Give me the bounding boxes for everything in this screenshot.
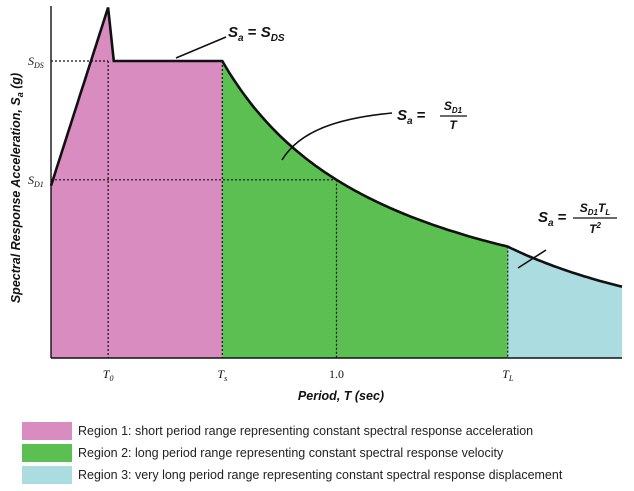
eq2-equals: = — [413, 107, 426, 124]
legend-swatch-region-1 — [22, 422, 72, 440]
y-axis-title-sub: a — [15, 92, 25, 97]
eq3-denominator: T2 — [589, 221, 601, 236]
eq3-lhs-main: S — [538, 209, 548, 226]
x-tick-Ts: Ts — [217, 367, 227, 383]
legend-label-region-2: Region 2: long period range representing… — [78, 446, 504, 460]
axes — [50, 6, 622, 359]
eq1-lhs-sub: a — [238, 33, 244, 44]
eq3-num-main: S — [580, 201, 588, 215]
eq3-lhs: Sa = — [538, 209, 567, 229]
spectrum-curve — [49, 7, 623, 288]
eq3-numerator: SD1TL — [580, 201, 611, 217]
eq2-num-main: S — [444, 99, 452, 113]
eq2-numerator: SD1 — [444, 99, 463, 115]
eq1-leader — [175, 36, 227, 59]
eq3-den-sup: 2 — [595, 221, 601, 230]
eq3-leader — [517, 249, 547, 269]
y-axis-title-main: Spectral Response Acceleration, S — [9, 97, 23, 304]
equation-3: Sa = SD1TL T2 — [538, 201, 617, 236]
x-axis-title: Period, T (sec) — [298, 389, 384, 403]
eq2-lhs: Sa = — [397, 107, 426, 127]
legend: Region 1: short period range representin… — [22, 420, 612, 486]
eq1-rhs-sub: DS — [271, 33, 285, 44]
y-tick-labels: SDS SD1 — [28, 54, 44, 189]
region-2-area — [222, 61, 508, 358]
eq2-num-sub: D1 — [452, 106, 463, 115]
eq2-lhs-sub: a — [407, 116, 413, 127]
region-3-area — [507, 246, 622, 358]
eq1-equals: = — [244, 24, 261, 41]
eq3-num-sub: D1 — [588, 208, 599, 217]
y-tick-SDS: SDS — [28, 54, 44, 70]
regions-layer — [51, 7, 622, 358]
eq3-equals: = — [554, 209, 567, 226]
legend-item-region-2: Region 2: long period range representing… — [22, 442, 612, 464]
legend-swatch-region-3 — [22, 466, 72, 484]
legend-label-region-3: Region 3: very long period range represe… — [78, 468, 563, 482]
x-tick-TL: TL — [502, 367, 514, 383]
eq2-lhs-main: S — [397, 107, 407, 124]
eq1-lhs: S — [228, 24, 238, 41]
eq1-rhs: S — [261, 24, 271, 41]
eq3-num-sub2: L — [605, 208, 610, 217]
eq2-denominator: T — [449, 118, 458, 132]
eq2-leader — [281, 112, 393, 161]
eq3-den-main: T — [589, 222, 598, 236]
legend-label-region-1: Region 1: short period range representin… — [78, 424, 534, 438]
y-tick-SD1: SD1 — [28, 173, 44, 189]
legend-swatch-region-2 — [22, 444, 72, 462]
x-tick-T0: T0 — [103, 367, 114, 383]
legend-item-region-1: Region 1: short period range representin… — [22, 420, 612, 442]
x-tick-labels: T0 Ts 1.0 TL — [103, 367, 514, 383]
y-axis-title: Spectral Response Acceleration, Sa (g) — [9, 73, 25, 303]
guides-layer — [51, 60, 509, 358]
equation-2: Sa = SD1 T — [397, 99, 467, 132]
equation-1: Sa = SDS — [228, 24, 285, 44]
y-axis-title-unit: (g) — [9, 73, 23, 92]
legend-item-region-3: Region 3: very long period range represe… — [22, 464, 612, 486]
x-tick-one: 1.0 — [329, 367, 344, 381]
eq3-lhs-sub: a — [548, 218, 554, 229]
eq3-num-main2: T — [598, 201, 607, 215]
region-1-area — [51, 7, 223, 358]
